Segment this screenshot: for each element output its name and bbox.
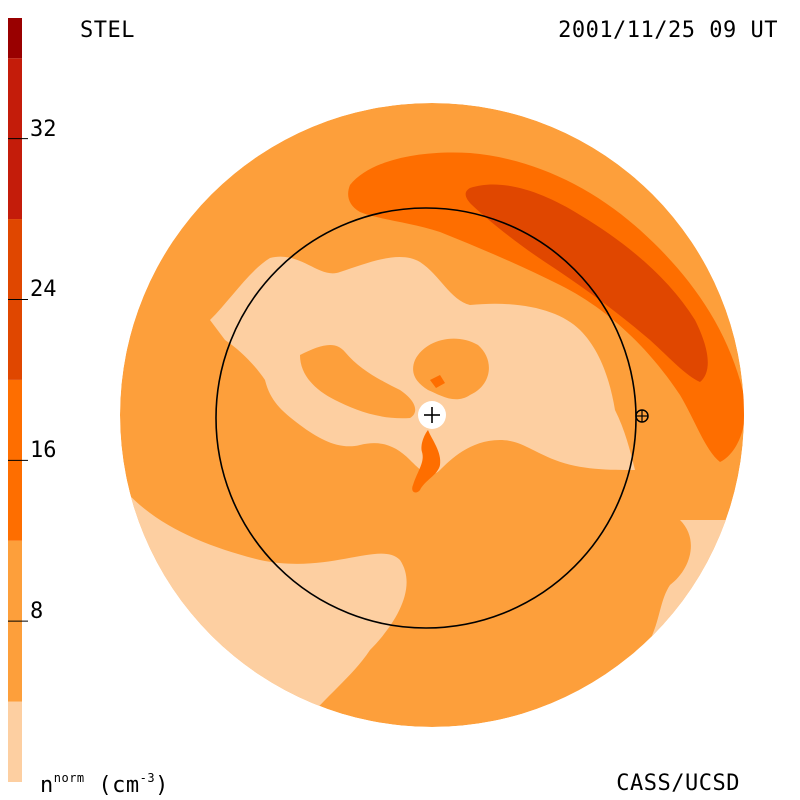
colorbar-unit-label: nnorm (cm-3) [40, 771, 169, 798]
colorbar-level-6 [8, 18, 22, 59]
upper-right-arc-enhanced [348, 152, 744, 462]
instrument-label: STEL [80, 18, 135, 43]
colorbar-tick-label: 16 [30, 438, 57, 464]
colorbar-level-1 [8, 701, 22, 782]
timestamp-label: 2001/11/25 09 UT [558, 18, 778, 43]
center-streamer [412, 430, 441, 493]
left-medium-patch [300, 344, 416, 419]
colorbar [8, 18, 22, 782]
credit-label: CASS/UCSD [616, 771, 740, 796]
center-dot [430, 375, 445, 388]
center-knot [413, 338, 489, 400]
colorbar-tick-label: 8 [30, 599, 44, 625]
colorbar-tick-label: 24 [30, 277, 57, 303]
colorbar-tick-label: 32 [30, 116, 57, 142]
colorbar-ticks [8, 138, 28, 622]
spacecraft-marker [635, 409, 649, 423]
earth-marker [418, 401, 446, 429]
